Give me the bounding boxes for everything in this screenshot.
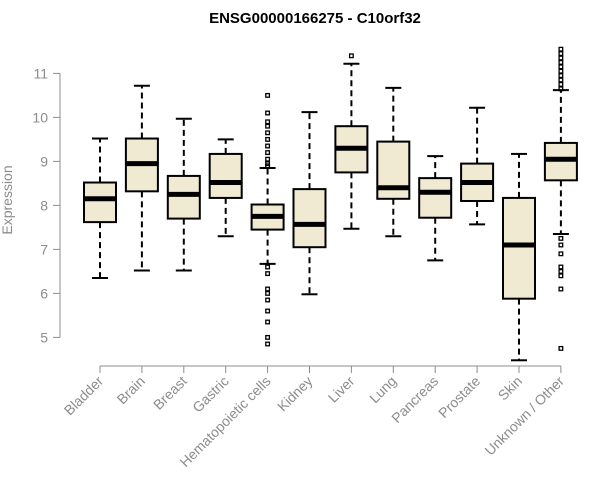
outlier-point (265, 297, 271, 303)
x-tick-label: Unknown / Other (481, 373, 567, 459)
x-tick-label: Prostate (435, 373, 483, 421)
y-tick-label: 11 (33, 65, 48, 81)
iqr-box (418, 177, 453, 219)
box-skin (502, 152, 536, 362)
outlier-point (348, 53, 354, 59)
box-bladder (83, 137, 117, 279)
iqr-box (502, 196, 536, 300)
box-pancreas (418, 155, 453, 262)
outlier-point (558, 273, 564, 279)
outlier-point (265, 156, 271, 162)
outlier-point (558, 77, 564, 83)
outlier-point (265, 163, 271, 169)
chart-title: ENSG00000166275 - C10orf32 (209, 10, 421, 27)
outlier-point (558, 81, 564, 87)
outlier-point (558, 242, 564, 248)
outlier-point (265, 119, 271, 125)
outlier-point (265, 271, 271, 277)
outlier-point (265, 136, 271, 142)
outlier-point (265, 143, 271, 149)
y-tick-label: 7 (40, 241, 48, 257)
outlier-point (265, 286, 271, 292)
outlier-point (265, 92, 271, 98)
outlier-point (265, 110, 271, 116)
x-tick-label: Kidney (274, 373, 316, 415)
y-tick-label: 10 (32, 109, 48, 125)
iqr-box (292, 188, 327, 249)
outlier-point (558, 73, 564, 79)
outlier-point (558, 86, 564, 92)
x-tick-label: Brain (114, 373, 148, 407)
box-kidney (292, 111, 327, 296)
box-unknown-other (543, 46, 578, 351)
outlier-point (265, 290, 271, 296)
outlier-point (558, 64, 564, 70)
outlier-point (558, 264, 564, 270)
outlier-point (558, 59, 564, 65)
box-hematopoietic-cells (250, 92, 285, 347)
outlier-point (558, 251, 564, 257)
box-brain (124, 84, 159, 272)
outlier-point (265, 308, 271, 314)
box-lung (376, 86, 411, 238)
x-tick-label: Skin (495, 373, 526, 404)
outlier-point (558, 46, 564, 52)
box-breast (166, 117, 201, 272)
outlier-point (265, 130, 271, 136)
outlier-point (265, 150, 271, 156)
iqr-box (208, 152, 243, 199)
outlier-point (265, 319, 271, 325)
outlier-point (558, 286, 564, 292)
y-tick-label: 6 (40, 285, 48, 301)
y-tick-label: 5 (40, 329, 48, 345)
outlier-point (558, 68, 564, 74)
outlier-point (265, 341, 271, 347)
outlier-point (558, 51, 564, 57)
box-liver (334, 53, 369, 230)
x-tick-label: Breast (150, 373, 190, 413)
outlier-point (558, 235, 564, 241)
outlier-point (558, 55, 564, 61)
y-tick-label: 9 (40, 153, 48, 169)
box-gastric (208, 138, 243, 238)
outlier-point (558, 345, 564, 351)
x-tick-label: Lung (366, 373, 399, 406)
iqr-box (83, 181, 117, 224)
outlier-point (265, 123, 271, 129)
x-tick-label: Bladder (61, 373, 107, 419)
iqr-box (166, 174, 201, 220)
y-axis-label: Expression (0, 165, 15, 234)
outlier-point (265, 334, 271, 340)
y-tick-label: 8 (40, 197, 48, 213)
boxes-group (83, 46, 578, 362)
outlier-point (265, 264, 271, 270)
x-tick-label: Liver (325, 373, 358, 406)
x-tick-label: Pancreas (388, 373, 441, 426)
y-axis: 5 6 7 8 9 10 11 (32, 65, 61, 345)
box-prostate (460, 106, 495, 226)
outlier-point (558, 268, 564, 274)
